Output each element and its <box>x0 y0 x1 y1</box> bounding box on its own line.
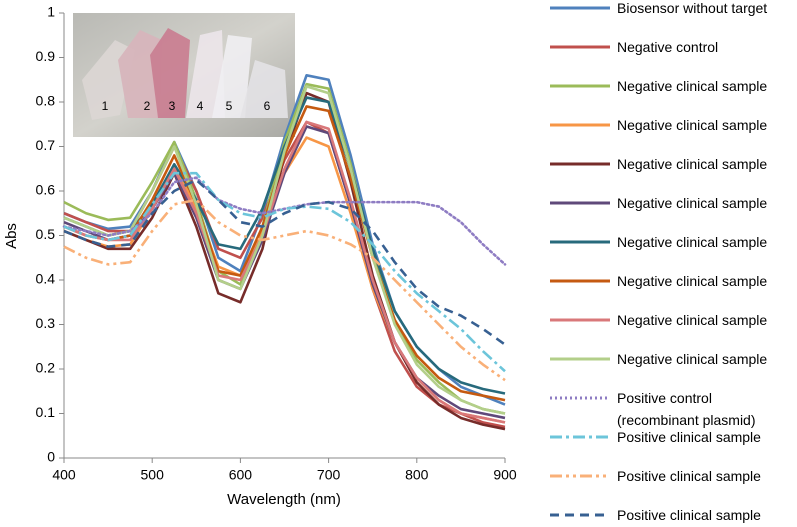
legend-label: Biosensor without target <box>617 0 768 16</box>
tube-label: 2 <box>144 99 151 113</box>
legend-label: Negative clinical sample <box>617 78 768 94</box>
legend-swatch <box>550 45 610 49</box>
x-tick-label: 700 <box>317 467 341 483</box>
legend-swatch <box>550 279 610 283</box>
legend-label: Negative control <box>617 39 719 55</box>
y-tick-label: 0.4 <box>36 271 56 287</box>
legend-swatch <box>550 84 610 88</box>
legend-label: Negative clinical sample <box>617 351 768 367</box>
tube <box>240 60 288 118</box>
legend: Biosensor without target Negative control… <box>549 0 797 527</box>
data-line <box>63 85 506 415</box>
chart: 1 2 3 4 5 6 Wavelength (nm) Abs 0 0.1 0.2 0… <box>3 4 517 508</box>
legend-swatch <box>550 318 610 322</box>
legend-label: Negative clinical sample <box>617 312 768 328</box>
legend-swatch <box>550 435 610 439</box>
y-tick-label: 0.2 <box>36 360 56 376</box>
tube <box>212 35 252 118</box>
y-tick-label: 0.8 <box>36 93 56 109</box>
legend-label: Positive clinical sample <box>617 468 761 484</box>
legend-label: Positive clinical sample <box>617 507 761 523</box>
legend-swatch <box>550 123 610 127</box>
legend-swatch <box>550 162 610 166</box>
data-line <box>63 178 506 346</box>
legend-swatch <box>550 6 610 10</box>
tube <box>118 30 162 118</box>
data-line <box>63 198 506 382</box>
x-tick-label: 800 <box>405 467 429 483</box>
data-line <box>62 176 507 266</box>
legend-swatch <box>550 357 610 361</box>
y-tick-label: 0.7 <box>36 137 56 153</box>
tube-label: 3 <box>169 99 176 113</box>
legend-swatch <box>550 513 610 517</box>
data-line <box>63 82 506 415</box>
tube-label: 4 <box>197 99 204 113</box>
tube-label: 1 <box>102 99 109 113</box>
x-tick-label: 600 <box>229 467 253 483</box>
y-axis-label: Abs <box>3 223 20 249</box>
tube-label: 5 <box>226 99 233 113</box>
legend-label: Positive control (recombinant plasmid) <box>617 390 756 428</box>
y-tick-label: 1 <box>47 4 55 20</box>
photo-inset: 1 2 3 4 5 6 <box>73 13 295 137</box>
legend-swatch <box>550 474 610 478</box>
y-tick-label: 0.3 <box>36 315 56 331</box>
y-tick-label: 0.6 <box>36 182 56 198</box>
data-line <box>63 120 506 424</box>
x-tick-label: 900 <box>493 467 517 483</box>
data-line <box>63 136 506 424</box>
legend-swatch <box>550 201 610 205</box>
x-axis-label: Wavelength (nm) <box>227 491 341 508</box>
data-line <box>63 171 506 373</box>
y-tick-label: 0.9 <box>36 48 56 64</box>
legend-label: Negative clinical sample <box>617 234 768 250</box>
legend-label: Negative clinical sample <box>617 195 768 211</box>
legend-label: Negative clinical sample <box>617 156 768 172</box>
legend-label: Negative clinical sample <box>617 117 768 133</box>
legend-label: Positive clinical sample <box>617 429 761 445</box>
tube-label: 6 <box>264 99 271 113</box>
y-tick-label: 0.1 <box>36 404 56 420</box>
legend-swatch <box>550 240 610 244</box>
x-tick-label: 500 <box>141 467 165 483</box>
x-tick-label: 400 <box>52 467 76 483</box>
y-tick-label: 0.5 <box>36 226 56 242</box>
tube <box>150 28 190 118</box>
legend-label: Negative clinical sample <box>617 273 768 289</box>
y-tick-label: 0 <box>47 449 55 465</box>
legend-swatch <box>550 396 610 400</box>
tube <box>186 30 225 118</box>
